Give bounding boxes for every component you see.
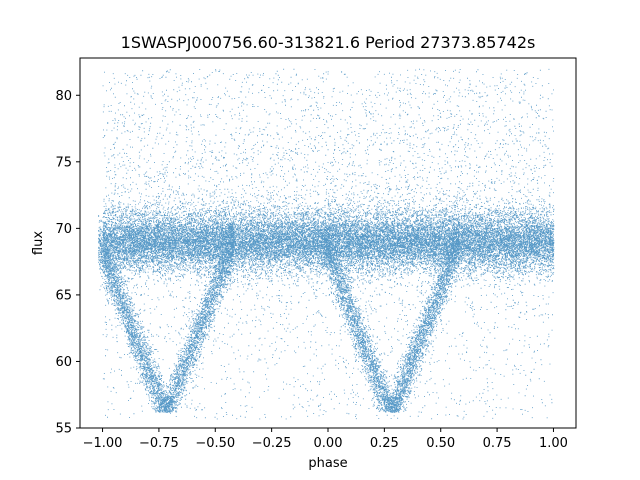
x-tick-label: −0.25 (252, 436, 292, 451)
y-tick-label: 65 (55, 288, 72, 303)
y-axis-ticks: 55 60 65 70 75 80 (55, 89, 80, 437)
scatter-point-cloud (98, 68, 555, 420)
x-tick-label: −0.75 (139, 436, 179, 451)
x-tick-label: 0.50 (426, 436, 455, 451)
x-axis-label: phase (308, 456, 347, 471)
x-tick-label: −0.50 (195, 436, 235, 451)
y-tick-label: 55 (55, 422, 72, 437)
x-axis-ticks: −1.00 −0.75 −0.50 −0.25 0.00 0.25 0.50 0.75 1.00 (83, 428, 568, 451)
y-tick-label: 75 (55, 155, 72, 170)
scatter-points (98, 68, 555, 420)
y-tick-label: 80 (55, 89, 72, 104)
y-axis-label: flux (31, 231, 46, 255)
x-tick-label: 0.25 (370, 436, 399, 451)
y-tick-label: 70 (55, 222, 72, 237)
chart-title: 1SWASPJ000756.60-313821.6 Period 27373.8… (121, 33, 536, 52)
x-tick-label: 1.00 (539, 436, 568, 451)
x-tick-label: 0.75 (483, 436, 512, 451)
x-tick-label: 0.00 (314, 436, 343, 451)
x-tick-label: −1.00 (83, 436, 123, 451)
y-tick-label: 60 (55, 355, 72, 370)
